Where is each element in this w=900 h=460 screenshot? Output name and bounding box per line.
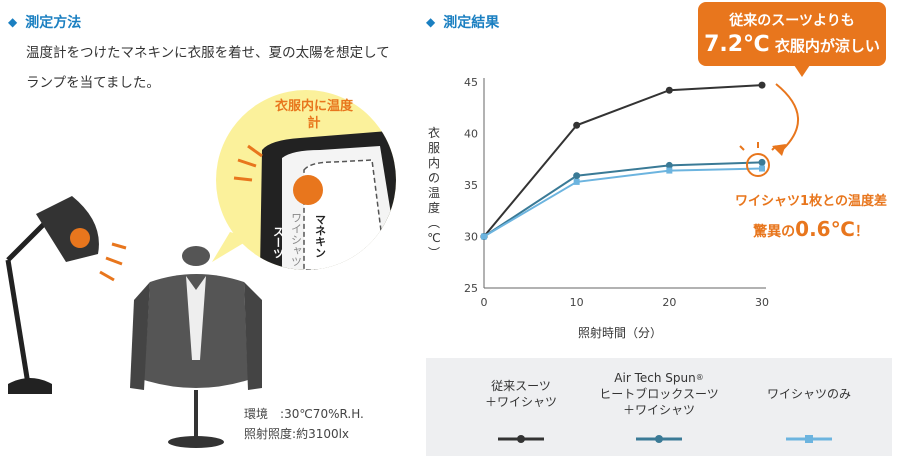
zoom-bubble-icon: スーツ ワイシャツ マネキン (212, 90, 396, 270)
arrow-head-icon (772, 144, 786, 156)
legend-item-shirt: ワイシャツのみ (744, 370, 874, 444)
x-tick-label: 10 (570, 296, 584, 309)
difference-note: ワイシャツ1枚との温度差 驚異の0.6℃！ (722, 190, 900, 241)
data-point (573, 178, 580, 185)
data-point (666, 167, 673, 174)
layer-label-suit: スーツ (272, 226, 285, 259)
difference-highlight (746, 153, 770, 177)
data-point (480, 233, 488, 240)
data-point (758, 81, 766, 89)
difference-line1: ワイシャツ1枚との温度差 (735, 194, 887, 209)
method-description: 温度計をつけたマネキンに衣服を着せ、夏の太陽を想定してランプを当てました。 (26, 45, 390, 91)
bubble-line2: 7.2℃ 衣服内が涼しい (698, 32, 886, 57)
mannequin-icon (130, 246, 262, 448)
bubble-value: 7.2℃ (704, 32, 770, 57)
x-axis-label: 照射時間（分） (577, 326, 662, 340)
data-point (665, 161, 673, 169)
x-tick-label: 30 (755, 296, 769, 309)
layer-label-mannequin: マネキン (314, 214, 327, 258)
diamond-icon: ◆ (426, 15, 436, 29)
difference-arrow (775, 83, 799, 153)
thermometer-callout: 衣服内に温度計 (274, 99, 353, 131)
legend-item-airtech: Air Tech Spun® ヒートブロックスーツ ＋ワイシャツ (594, 370, 724, 444)
environment-info: 環境 :30℃70%R.H. 照射照度:約3100lx (244, 404, 364, 444)
y-tick-label: 45 (464, 76, 478, 89)
legend-line-circle-icon (498, 435, 544, 443)
illustration: スーツ ワイシャツ マネキン (5, 90, 396, 448)
bubble-text: 衣服内が涼しい (774, 37, 880, 55)
summary-bubble: 従来のスーツよりも 7.2℃ 衣服内が涼しい (698, 2, 886, 77)
y-tick-label: 35 (464, 179, 478, 192)
data-point (758, 158, 766, 166)
series-line-0 (483, 84, 763, 238)
bubble-line1: 従来のスーツよりも (729, 13, 855, 29)
y-tick-label: 40 (464, 128, 478, 141)
y-tick-label: 25 (464, 282, 478, 295)
legend-label: ワイシャツのみ (766, 387, 851, 401)
method-title: 測定方法 (25, 15, 82, 31)
legend-line-square-icon (786, 435, 832, 443)
lamp-icon (5, 196, 127, 394)
layer-label-shirt: ワイシャツ (290, 212, 303, 267)
env-row-illuminance: 照射照度:約3100lx (244, 427, 350, 441)
legend-label: 従来スーツ ＋ワイシャツ (484, 379, 557, 409)
diamond-icon: ◆ (8, 15, 18, 29)
chart-legend: 従来スーツ ＋ワイシャツ Air Tech Spun® ヒートブロックスーツ ＋ワイ… (426, 358, 892, 456)
env-row-conditions: 環境 :30℃70%R.H. (244, 407, 364, 421)
legend-item-conventional: 従来スーツ ＋ワイシャツ (466, 370, 576, 444)
legend-line-circle-icon (636, 435, 682, 443)
difference-line2: 驚異の0.6℃！ (753, 217, 869, 241)
data-point (480, 233, 488, 240)
y-axis-label: 衣服内の温度 ︵ ℃ ︶ (427, 126, 441, 260)
data-point (573, 121, 581, 129)
series-line-1 (483, 161, 763, 238)
data-point (481, 233, 487, 240)
series-line-2 (483, 167, 763, 238)
data-point (759, 165, 765, 172)
method-heading: ◆ 測定方法 (8, 12, 81, 32)
result-heading: ◆ 測定結果 (426, 12, 499, 32)
result-title: 測定結果 (443, 15, 500, 31)
x-tick-label: 20 (662, 296, 676, 309)
data-point (573, 172, 581, 180)
legend-label: Air Tech Spun® ヒートブロックスーツ ＋ワイシャツ (599, 371, 719, 417)
difference-value: 0.6℃ (795, 217, 855, 241)
data-point (665, 86, 673, 94)
x-tick-label: 0 (481, 296, 488, 309)
y-tick-label: 30 (464, 231, 478, 244)
